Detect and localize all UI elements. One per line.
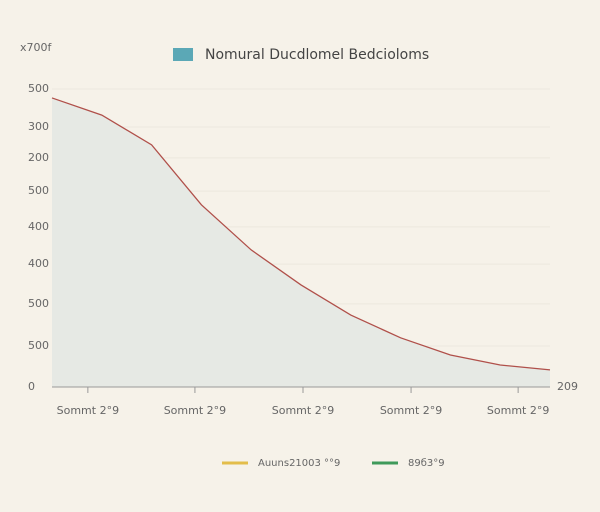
y-axis-label: x700f [20, 41, 53, 54]
x-axis-label: 209 [557, 380, 578, 393]
legend-swatch [173, 48, 193, 61]
y-tick-label: 400 [28, 257, 49, 270]
x-tick-label: Sommt 2°9 [487, 404, 549, 417]
legend-label: Auuns21003 °°9 [258, 458, 340, 469]
x-tick-label: Sommt 2°9 [164, 404, 226, 417]
x-tick-label: Sommt 2°9 [57, 404, 119, 417]
y-tick-label: 0 [28, 380, 35, 393]
area [52, 97, 550, 387]
chart-title: Nomural Ducdlomel Bedcioloms [205, 47, 429, 63]
y-tick-label: 500 [28, 184, 49, 197]
y-tick-label: 500 [28, 82, 49, 95]
x-tick-label: Sommt 2°9 [272, 404, 334, 417]
x-tick-label: Sommt 2°9 [380, 404, 442, 417]
legend-label: 89б3°9 [408, 458, 445, 469]
y-tick-label: 300 [28, 120, 49, 133]
line [51, 97, 551, 371]
y-tick-label: 400 [28, 220, 49, 233]
y-tick-label: 500 [28, 297, 49, 310]
y-tick-label: 200 [28, 151, 49, 164]
y-tick-label: 500 [28, 339, 49, 352]
